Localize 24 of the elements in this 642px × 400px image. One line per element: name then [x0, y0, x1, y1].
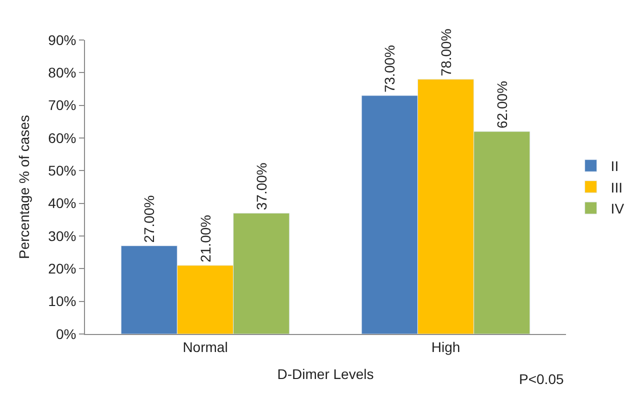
y-tick-label: 90% — [48, 32, 76, 48]
x-tick-label: High — [431, 338, 460, 355]
y-tick-label: 70% — [48, 97, 76, 114]
data-label: 27.00% — [141, 195, 158, 243]
y-tick-label: 0% — [56, 326, 76, 342]
y-tick-label: 60% — [48, 130, 76, 146]
data-label: 21.00% — [197, 214, 214, 262]
y-axis-title: Percentage % of cases — [16, 115, 32, 259]
data-label: 78.00% — [438, 28, 454, 76]
data-label: 62.00% — [494, 80, 510, 128]
y-tick-label: 10% — [48, 293, 76, 310]
y-tick-label: 50% — [48, 162, 76, 179]
x-tick-label: Normal — [182, 338, 228, 355]
x-axis-title: D-Dimer Levels — [277, 366, 374, 382]
legend-label: IV — [610, 200, 625, 216]
y-tick-label: 30% — [48, 228, 76, 244]
y-tick-label: 40% — [48, 195, 76, 212]
data-label: 37.00% — [253, 162, 270, 210]
y-tick-label: 20% — [48, 260, 76, 277]
legend-label: II — [610, 158, 619, 174]
legend-label: III — [610, 179, 622, 196]
y-tick-label: 80% — [48, 64, 76, 81]
text: P<0.05 — [519, 371, 564, 387]
data-label: 73.00% — [382, 45, 398, 93]
